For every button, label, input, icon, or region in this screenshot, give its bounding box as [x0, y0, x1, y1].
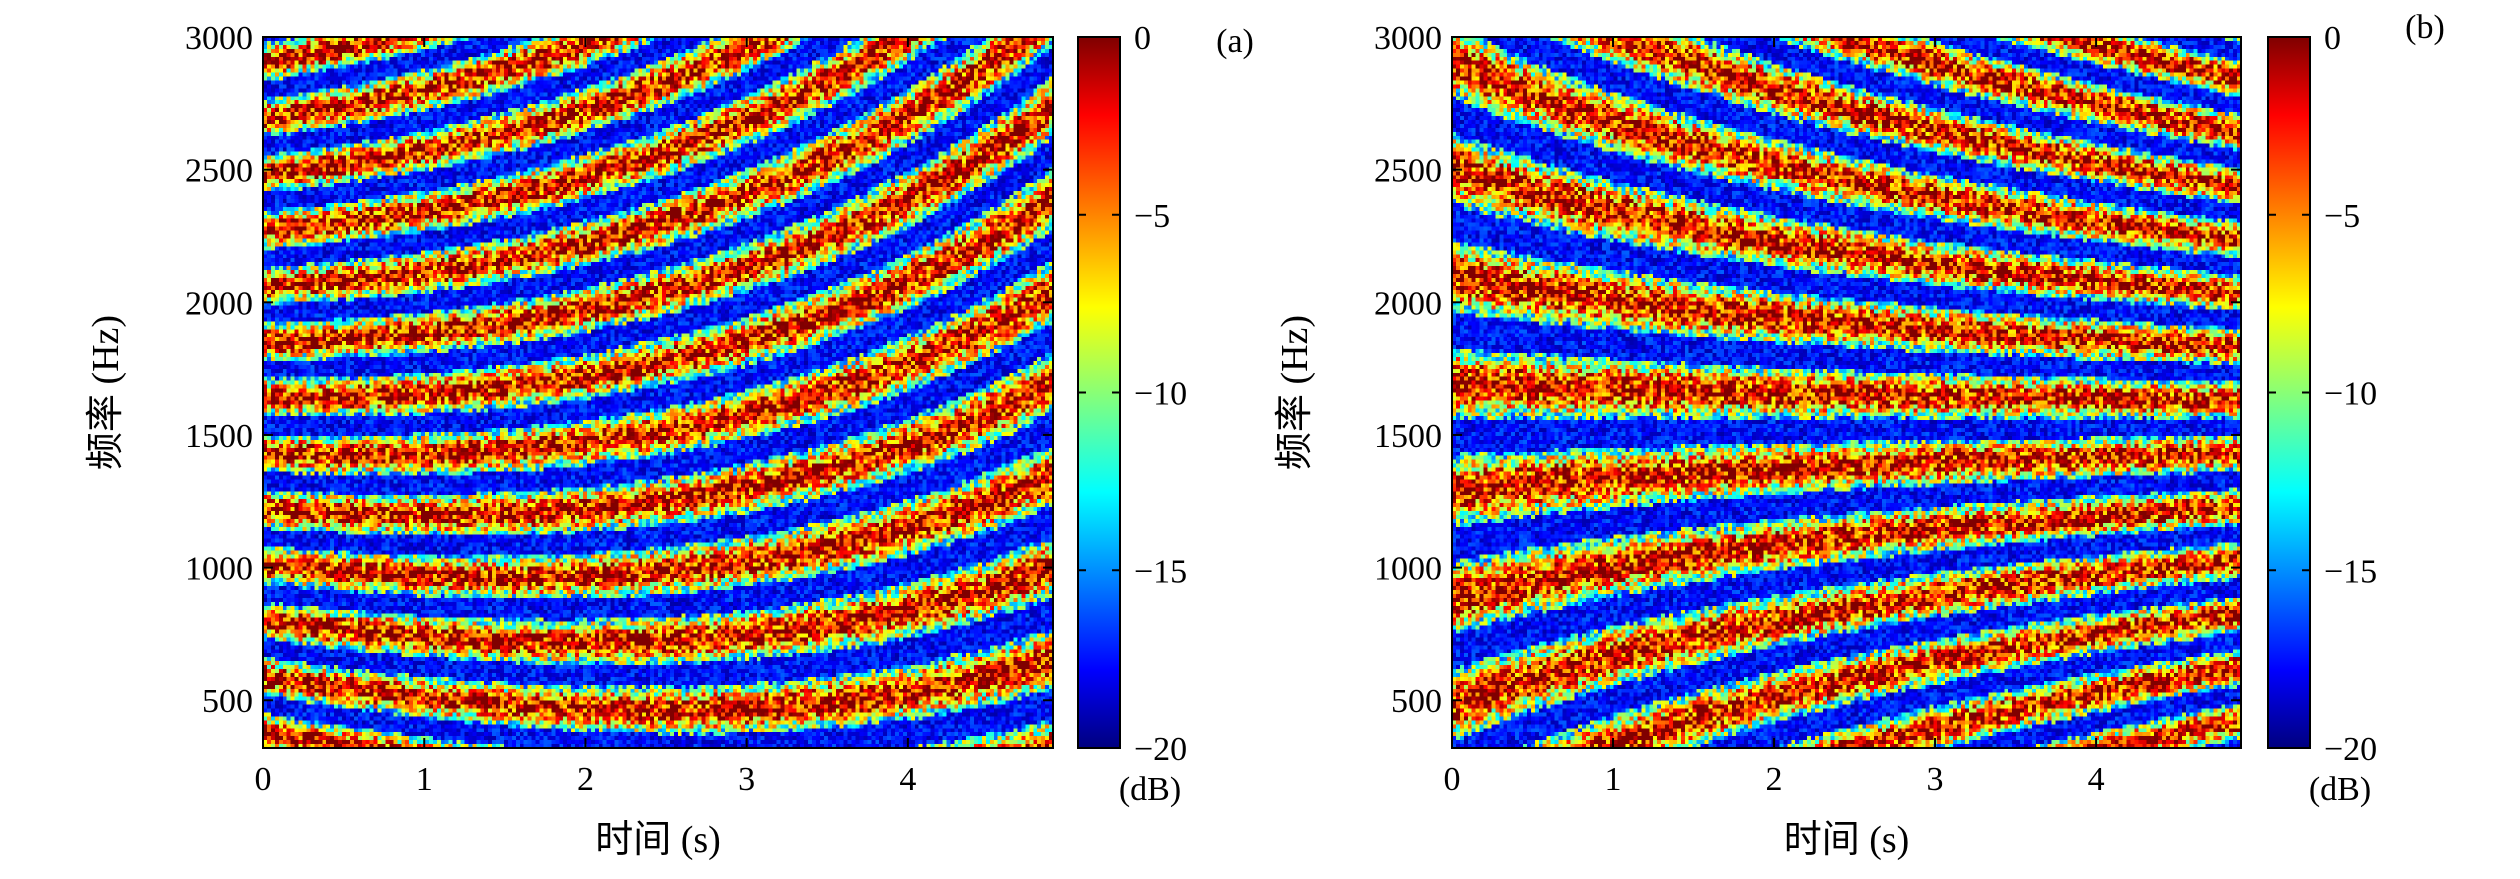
y-tick-label: 3000 [185, 20, 253, 57]
colorbar-unit: (dB) [1119, 771, 1181, 808]
y-tick-label: 2500 [185, 153, 253, 190]
x-tick-label: 0 [1444, 761, 1461, 798]
plot-frame [262, 36, 1054, 749]
colorbar-tick-label: −20 [2324, 731, 2377, 768]
colorbar-tick-label: −10 [1134, 376, 1187, 413]
colorbar-tick-label: −15 [2324, 553, 2377, 590]
plot-frame [1451, 36, 2242, 749]
panel-label: (b) [2405, 9, 2445, 46]
panel-b: 0 1 2 3 4 500 1000 1500 2000 2500 3000 时间 (s) 频率 (Hz… [1274, 9, 2445, 861]
x-tick-label: 2 [577, 761, 594, 798]
colorbar-tick-label: −15 [1134, 553, 1187, 590]
x-tick-label: 3 [738, 761, 755, 798]
x-axis-label: 时间 (s) [1784, 819, 1910, 861]
x-axis-label: 时间 (s) [595, 819, 721, 861]
colorbar-tick-label: −5 [2324, 198, 2360, 235]
y-axis-label: 频率 (Hz) [85, 315, 127, 470]
y-axis-label: 频率 (Hz) [1274, 315, 1316, 470]
x-tick-label: 1 [1605, 761, 1622, 798]
heatmap-image [263, 37, 1053, 748]
colorbar-tick-label: 0 [1134, 20, 1151, 57]
colorbar-tick-label: −20 [1134, 731, 1187, 768]
colorbar-tick-label: −5 [1134, 198, 1170, 235]
x-tick-label: 3 [1927, 761, 1944, 798]
y-tick-label: 2000 [185, 285, 253, 322]
y-tick-label: 500 [202, 683, 253, 720]
y-tick-label: 1500 [185, 418, 253, 455]
panel-a: 0 1 2 3 4 500 1000 1500 2000 2500 3000 时间 (s) 频率 (Hz… [85, 20, 1254, 861]
colorbar-unit: (dB) [2309, 771, 2371, 808]
y-tick-label: 500 [1391, 683, 1442, 720]
heatmap-image [1452, 37, 2241, 748]
y-tick-label: 1500 [1374, 418, 1442, 455]
colorbar-tick-label: −10 [2324, 376, 2377, 413]
y-tick-label: 3000 [1374, 20, 1442, 57]
y-tick-label: 1000 [185, 551, 253, 588]
x-tick-label: 2 [1766, 761, 1783, 798]
y-tick-label: 2000 [1374, 285, 1442, 322]
x-tick-label: 4 [2088, 761, 2105, 798]
panel-label: (a) [1216, 23, 1254, 60]
y-tick-label: 1000 [1374, 551, 1442, 588]
y-tick-label: 2500 [1374, 153, 1442, 190]
x-tick-label: 0 [255, 761, 272, 798]
x-tick-label: 4 [899, 761, 916, 798]
x-tick-label: 1 [416, 761, 433, 798]
colorbar-tick-label: 0 [2324, 20, 2341, 57]
